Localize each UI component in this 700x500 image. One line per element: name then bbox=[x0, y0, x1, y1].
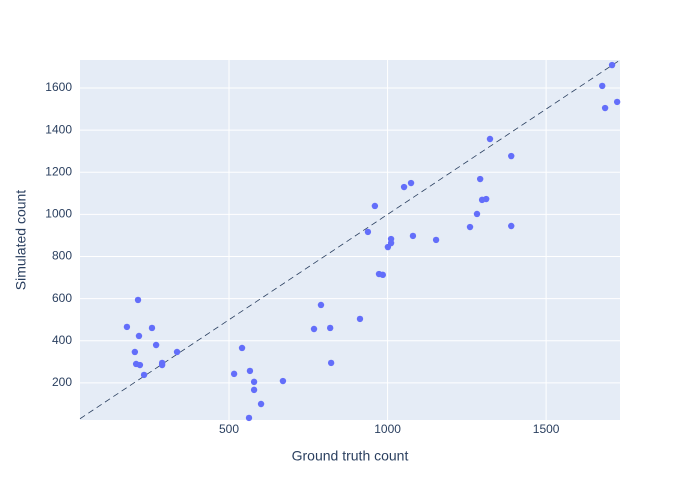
point bbox=[508, 222, 515, 230]
point bbox=[123, 323, 131, 331]
point bbox=[131, 348, 139, 356]
point bbox=[432, 236, 440, 244]
y-tick-label: 600 bbox=[52, 291, 72, 305]
point bbox=[613, 98, 621, 106]
point bbox=[466, 223, 474, 231]
point bbox=[608, 61, 616, 69]
point bbox=[599, 82, 606, 90]
point bbox=[601, 104, 609, 112]
y-tick-label: 1200 bbox=[45, 164, 72, 178]
point bbox=[409, 232, 417, 240]
point bbox=[238, 344, 246, 352]
point bbox=[152, 341, 160, 349]
point bbox=[476, 175, 484, 183]
point bbox=[148, 324, 156, 332]
point bbox=[135, 332, 143, 340]
y-tick-label: 400 bbox=[52, 333, 72, 347]
y-tick-label: 1000 bbox=[45, 207, 72, 221]
point bbox=[486, 135, 494, 143]
point bbox=[257, 400, 265, 408]
point bbox=[250, 386, 258, 394]
point bbox=[245, 414, 253, 422]
point bbox=[134, 296, 142, 304]
x-tick-label: 500 bbox=[219, 422, 239, 436]
point bbox=[279, 377, 287, 385]
point bbox=[482, 195, 490, 203]
point bbox=[230, 370, 238, 378]
point bbox=[356, 315, 364, 323]
point bbox=[400, 183, 408, 191]
point bbox=[407, 179, 415, 187]
point bbox=[326, 324, 334, 332]
point bbox=[173, 348, 181, 356]
point bbox=[473, 210, 481, 218]
point bbox=[327, 359, 335, 367]
reference-line bbox=[79, 59, 621, 420]
point bbox=[364, 228, 372, 236]
point bbox=[246, 367, 254, 375]
point bbox=[250, 378, 258, 386]
point bbox=[317, 301, 325, 309]
point bbox=[140, 371, 148, 379]
y-tick-label: 1400 bbox=[45, 122, 72, 136]
point bbox=[508, 152, 515, 160]
point bbox=[310, 325, 318, 333]
y-tick-label: 800 bbox=[52, 249, 72, 263]
x-axis-title: Ground truth count bbox=[292, 448, 409, 464]
y-tick-label: 200 bbox=[52, 375, 72, 389]
y-axis-title: Simulated count bbox=[13, 190, 29, 291]
point bbox=[379, 271, 387, 279]
point bbox=[387, 239, 395, 247]
point bbox=[371, 202, 379, 210]
point bbox=[158, 361, 166, 369]
x-tick-label: 1000 bbox=[374, 422, 401, 436]
x-tick-label: 1500 bbox=[533, 422, 560, 436]
point bbox=[136, 361, 144, 369]
y-tick-label: 1600 bbox=[45, 80, 72, 94]
